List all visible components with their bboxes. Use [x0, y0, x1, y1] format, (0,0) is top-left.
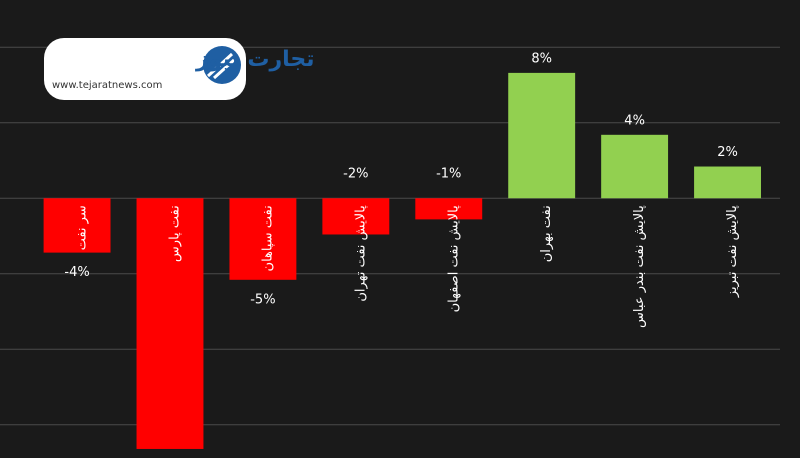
logo-arrow	[206, 52, 236, 80]
value-label: -4%	[64, 265, 89, 280]
x-tick-label: پالایش نفت بندر عباس	[632, 205, 647, 328]
value-label: 2%	[717, 145, 738, 160]
bar	[229, 198, 297, 280]
bar	[322, 198, 390, 235]
value-label: -2%	[343, 167, 368, 182]
x-tick-label: نفت سپاهان	[260, 205, 275, 271]
logo-url: www.tejaratnews.com	[52, 80, 162, 91]
bar	[508, 72, 576, 199]
bar	[43, 198, 111, 253]
x-tick-label: پالایش نفت اصفهان	[446, 205, 461, 313]
bar	[601, 134, 669, 199]
x-tick-label: پالایش نفت تهران	[353, 205, 368, 302]
x-tick-label: نفت پارس	[167, 205, 182, 262]
bar	[136, 198, 204, 449]
x-tick-label: پالایش نفت تبریز	[725, 205, 740, 298]
value-label: 4%	[624, 113, 645, 128]
value-label: 8%	[531, 51, 552, 66]
logo-box	[44, 38, 246, 100]
x-tick-label: سر نفت	[75, 205, 90, 250]
bar	[694, 166, 761, 199]
bar	[415, 198, 483, 220]
logo-name: تجارت نیوز	[195, 47, 315, 72]
value-label: -5%	[250, 292, 275, 307]
value-label: -1%	[436, 167, 461, 182]
x-tick-label: نفت بهران	[539, 205, 554, 262]
